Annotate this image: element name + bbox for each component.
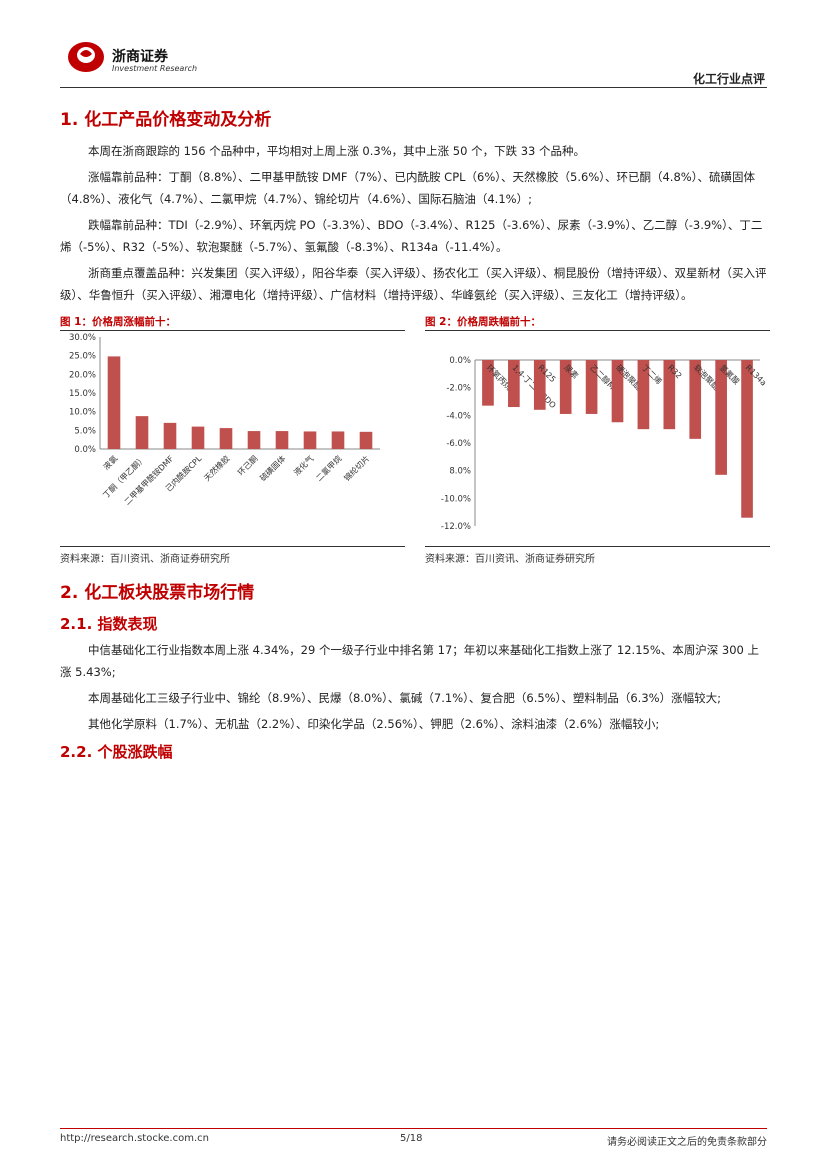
bar <box>107 356 121 449</box>
paragraph: 其他化学原料（1.7%）、无机盐（2.2%）、印染化学品（2.56%）、钾肥（2… <box>88 717 660 731</box>
section-2-title: 2. 化工板块股票市场行情 <box>60 583 255 603</box>
page-number: 5/18 <box>400 1133 423 1144</box>
section-1-title: 1. 化工产品价格变动及分析 <box>60 110 272 130</box>
y-tick-label: 20.0% <box>69 370 96 380</box>
brand-name: 浙商证券 <box>112 49 168 65</box>
footer-disclaimer: 请务必阅读正文之后的免责条款部分 <box>607 1137 767 1148</box>
bar <box>359 431 373 449</box>
content: 1. 化工产品价格变动及分析 本周在浙商跟踪的 156 个品种中，平均相对上周上… <box>60 108 770 767</box>
y-tick-label: -10.0% <box>441 494 471 504</box>
figure-2-caption: 图 2：价格周跌幅前十： <box>425 316 541 328</box>
y-tick-label: 0.0% <box>74 445 96 455</box>
y-tick-label: 10.0% <box>69 408 96 418</box>
bar <box>163 422 177 449</box>
footer-divider <box>60 1128 767 1129</box>
bar <box>191 426 205 449</box>
subsection-2-2-title: 2.2. 个股涨跌幅 <box>60 743 173 761</box>
x-tick-label: 硫磺固体 <box>258 453 288 483</box>
bar <box>611 360 624 423</box>
bar <box>637 360 650 430</box>
bar <box>482 360 494 406</box>
bar <box>508 360 520 408</box>
bar <box>219 428 233 449</box>
x-tick-label: 锦纶切片 <box>342 453 372 483</box>
y-tick-label: 5.0% <box>74 426 96 436</box>
bar <box>663 360 676 430</box>
x-tick-label: 液氯 <box>101 453 119 471</box>
figure-2-source: 资料来源：百川资讯、浙商证券研究所 <box>425 554 595 565</box>
bar <box>533 360 546 410</box>
x-tick-label: 液化气 <box>291 453 315 477</box>
bar <box>135 416 149 449</box>
x-tick-label: 环己酮 <box>236 454 259 477</box>
brand-english: Investment Research <box>112 64 198 73</box>
divider <box>60 546 405 547</box>
bar <box>275 431 289 449</box>
divider <box>60 330 405 331</box>
divider <box>425 330 770 331</box>
divider <box>425 546 770 547</box>
chart-price-gainers: 0.0%5.0%10.0%15.0%20.0%25.0%30.0%液氯丁酮（甲乙… <box>69 333 380 507</box>
x-tick-label: 二氯甲烷 <box>314 453 344 483</box>
bar <box>741 360 753 518</box>
paragraph: 本周基础化工三级子行业中、锦纶（8.9%）、民爆（8.0%）、氯碱（7.1%）、… <box>88 691 721 705</box>
footer-url[interactable]: http://research.stocke.com.cn <box>60 1133 209 1144</box>
y-tick-label: 15.0% <box>69 389 96 399</box>
paragraph: 浙商重点覆盖品种：兴发集团（买入评级），阳谷华泰（买入评级）、扬农化工（买入评级… <box>60 266 767 302</box>
figure-1-caption: 图 1：价格周涨幅前十： <box>60 316 176 328</box>
figure-2: 图 2：价格周跌幅前十： 0.0% -2.0% -4.0% -6.0% 8.0% -10.… <box>425 314 770 567</box>
bar <box>331 431 345 449</box>
chart-price-losers: 0.0%-2.0%-4.0%-6.0%8.0%-10.0%-12.0%环氧丙烷P… <box>441 356 768 532</box>
y-tick-label: -6.0% <box>446 439 471 449</box>
x-tick-label: 二甲基甲酰铵DMF <box>122 453 176 507</box>
x-tick-label: 天然橡胶 <box>202 453 232 483</box>
header-section: 化工行业点评 <box>692 72 765 86</box>
y-tick-label: 30.0% <box>69 333 96 343</box>
figures-row: 图 1：价格周涨幅前十： 0.0% 5.0% 10.0% 15.0% 20.0% 25.0… <box>60 314 770 567</box>
bar <box>303 431 317 449</box>
header-divider <box>60 87 767 88</box>
y-tick-label: 8.0% <box>449 467 471 477</box>
figure-1-source: 资料来源：百川资讯、浙商证券研究所 <box>60 554 230 565</box>
y-tick-label: 0.0% <box>449 356 471 366</box>
bar <box>689 360 702 439</box>
y-tick-label: -2.0% <box>446 384 471 394</box>
company-logo <box>68 42 104 72</box>
bar <box>585 360 598 414</box>
paragraph: 本周在浙商跟踪的 156 个品种中，平均相对上周上涨 0.3%，其中上涨 50 … <box>88 144 586 158</box>
bar <box>559 360 572 414</box>
y-tick-label: -12.0% <box>441 522 471 532</box>
y-tick-label: 25.0% <box>69 352 96 362</box>
bar <box>247 431 261 449</box>
bar <box>715 360 727 475</box>
subsection-2-1-title: 2.1. 指数表现 <box>60 615 158 633</box>
y-tick-label: -4.0% <box>446 411 471 421</box>
paragraph: 涨幅靠前品种：丁酮（8.8%）、二甲基甲酰铵 DMF（7%）、已内酰胺 CPL（… <box>60 170 755 206</box>
paragraph: 跌幅靠前品种：TDI（-2.9%）、环氧丙烷 PO（-3.3%）、BDO（-3.… <box>60 218 763 254</box>
figure-1: 图 1：价格周涨幅前十： 0.0% 5.0% 10.0% 15.0% 20.0% 25.0… <box>60 314 405 567</box>
paragraph: 中信基础化工行业指数本周上涨 4.34%，29 个一级子行业中排名第 17；年初… <box>60 643 760 679</box>
